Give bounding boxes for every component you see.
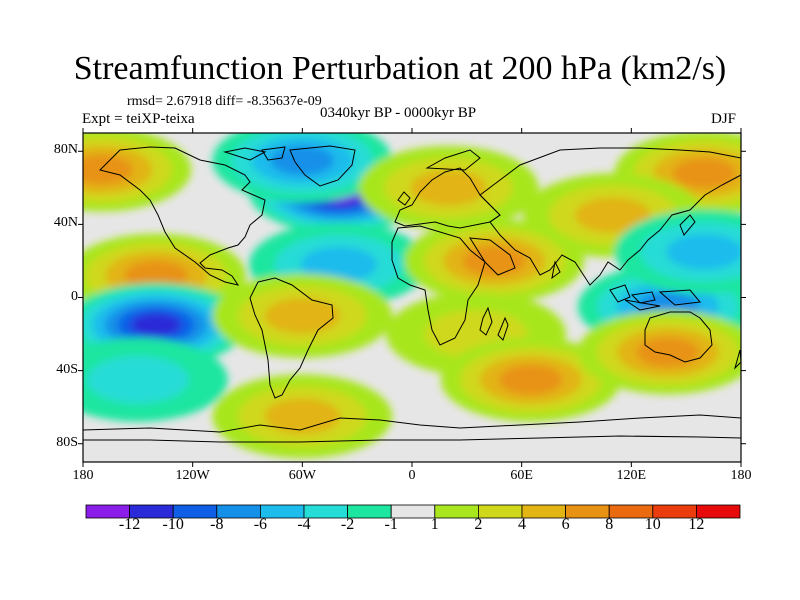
lon-tick-label: 120E [616,468,647,483]
lon-tick-label: 180 [72,468,94,483]
colorbar-label: 4 [518,516,526,533]
colorbar-label: 2 [474,516,483,533]
colorbar-label: 8 [605,516,614,533]
contour-blob [131,313,182,337]
lat-tick-label: 40S [56,361,78,377]
plot-title: Streamfunction Perturbation at 200 hPa (… [73,50,727,87]
contour-blob [410,170,487,206]
colorbar-label: -1 [384,516,398,533]
contour-blob [672,158,736,188]
lon-tick-label: 60W [288,468,316,483]
contour-blob [270,145,334,176]
contour-blob [666,234,741,270]
colorbar-label: 12 [688,516,705,533]
colorbar-label: 6 [561,516,570,533]
lon-tick-label: 180 [730,468,752,483]
lon-tick-label: 0 [408,468,416,483]
colorbar [85,504,741,519]
lat-tick-label: 80N [53,142,78,158]
contour-blob [462,246,526,276]
colorbar-label: -6 [253,516,268,533]
experiment-label: Expt = teiXP-teixa [82,111,195,127]
coastlines [83,145,741,443]
colorbar-label: -10 [162,516,184,533]
contour-blob [124,260,188,291]
colorbar-label: -4 [297,516,311,533]
rmsd-diff-stats: rmsd= 2.67918 diff= -8.35637e-09 [127,94,322,109]
contour-blob [575,197,652,233]
lat-tick-label: 80S [56,434,78,450]
contour-blob [264,298,341,334]
contour-blob [300,246,377,283]
lat-tick-label: 0 [71,288,78,304]
contour-blob [636,337,700,368]
lon-tick-label: 60E [510,468,533,483]
contour-blob [83,154,133,185]
contour-blob [499,365,563,395]
colorbar-swatch [696,504,741,519]
period-label: 0340kyr BP - 0000kyr BP [320,105,477,121]
colorbar-label: -2 [340,516,355,533]
season-label: DJF [711,111,737,127]
colorbar-label: 10 [644,516,661,533]
contour-blob [86,355,189,404]
contour-blob [264,398,341,435]
colorbar-label: -8 [210,516,224,533]
lon-tick-label: 120W [175,468,210,483]
lat-tick-label: 40N [53,215,78,231]
colorbar-label: -12 [118,516,141,533]
colorbar-label: 1 [430,516,439,533]
